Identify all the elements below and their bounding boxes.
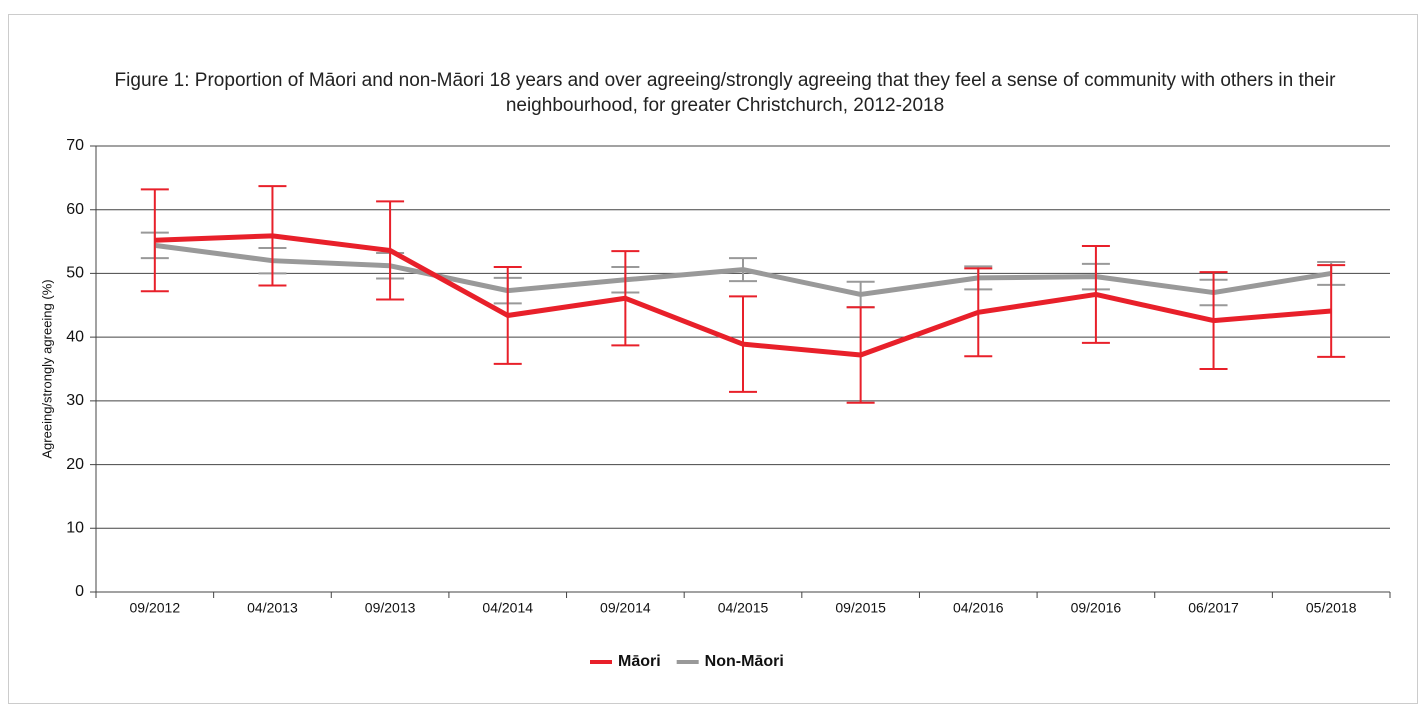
x-tick-label: 09/2014 xyxy=(600,600,651,616)
x-tick-label: 09/2012 xyxy=(130,600,181,616)
series-line xyxy=(154,233,1332,358)
x-tick-label: 04/2014 xyxy=(482,600,533,616)
x-tick-label: 05/2018 xyxy=(1306,600,1357,616)
y-tick-label: 50 xyxy=(66,265,84,282)
x-tick-label: 09/2016 xyxy=(1071,600,1122,616)
x-tick-label: 06/2017 xyxy=(1188,600,1239,616)
x-tick-label: 04/2015 xyxy=(718,600,769,616)
y-tick-label: 30 xyxy=(66,392,84,409)
series-line xyxy=(154,242,1332,297)
x-tick-label: 09/2013 xyxy=(365,600,416,616)
y-axis-label: Agreeing/strongly agreeing (%) xyxy=(39,279,54,458)
chart-title: Figure 1: Proportion of Māori and non-Mā… xyxy=(114,70,1336,116)
y-tick-label: 40 xyxy=(66,328,84,345)
y-tick-label: 20 xyxy=(66,456,84,473)
x-tick-label: 04/2013 xyxy=(247,600,298,616)
x-tick-label: 04/2016 xyxy=(953,600,1004,616)
x-tick-label: 09/2015 xyxy=(835,600,886,616)
y-tick-label: 10 xyxy=(66,520,84,537)
y-tick-label: 60 xyxy=(66,201,84,218)
y-tick-label: 70 xyxy=(66,137,84,154)
legend-label: Non-Māori xyxy=(705,653,784,670)
legend-label: Māori xyxy=(618,653,661,670)
y-tick-label: 0 xyxy=(75,583,84,600)
